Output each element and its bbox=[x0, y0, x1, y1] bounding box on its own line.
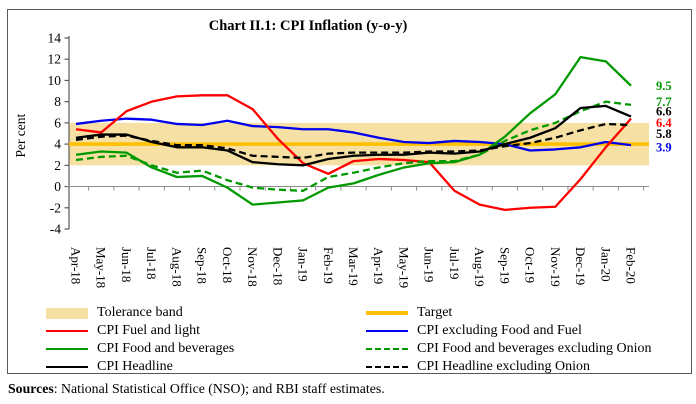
end-label-cpi-headline: 6.6 bbox=[656, 105, 672, 119]
y-tick-label: 6 bbox=[54, 115, 61, 130]
chart-figure: Chart II.1: CPI Inflation (y-o-y) -4 -2 0 2… bbox=[7, 9, 692, 374]
month-label-sep-19: Sep-19 bbox=[497, 247, 512, 284]
series-line-cpi-headline bbox=[75, 104, 632, 167]
legend-label: CPI Food and beverages bbox=[97, 341, 235, 356]
month-label-jul-18: Jul-18 bbox=[144, 247, 159, 280]
legend-item-cpi-headline-excluding-onion: CPI Headline excluding Onion bbox=[366, 358, 651, 376]
month-label-sep-18: Sep-18 bbox=[195, 247, 210, 284]
month-label-oct-19: Oct-19 bbox=[523, 247, 538, 283]
legend-label: CPI Headline bbox=[97, 359, 173, 374]
y-tick-label: 2 bbox=[54, 158, 61, 173]
y-tick-label: 10 bbox=[48, 73, 62, 88]
month-label-jan-20: Jan-20 bbox=[598, 247, 613, 282]
y-axis-label: Per cent bbox=[13, 113, 28, 157]
month-label-nov-19: Nov-19 bbox=[548, 247, 563, 287]
legend-label: Target bbox=[417, 305, 453, 320]
month-label-mar-19: Mar-19 bbox=[346, 247, 361, 286]
chart-title: Chart II.1: CPI Inflation (y-o-y) bbox=[208, 18, 408, 34]
end-label-cpi-fuel-and-light: 6.4 bbox=[656, 116, 672, 130]
end-label-cpi-headline-excluding-onion: 5.8 bbox=[656, 127, 672, 141]
sources-note: Sources: National Statistical Office (NS… bbox=[8, 381, 385, 397]
legend-swatch-dashed-icon bbox=[366, 366, 408, 368]
series-line-cpi-food-and-beverages-excluding-onion bbox=[75, 100, 632, 192]
legend-label: CPI Food and beverages excluding Onion bbox=[417, 341, 652, 356]
legend-item-cpi-headline: CPI Headline bbox=[46, 358, 234, 376]
sources-text: : National Statistical Office (NSO); and… bbox=[53, 381, 385, 396]
month-label-may-18: May-18 bbox=[94, 247, 109, 288]
month-label-jul-19: Jul-19 bbox=[447, 247, 462, 280]
legend-item-target: Target bbox=[366, 304, 651, 322]
month-label-aug-18: Aug-18 bbox=[169, 247, 184, 287]
series-line-cpi-fuel-and-light bbox=[75, 94, 632, 212]
month-label-jun-18: Jun-18 bbox=[119, 247, 134, 282]
y-tick-label: -2 bbox=[50, 200, 61, 215]
legend-item-cpi-food-and-beverages-excluding-onion: CPI Food and beverages excluding Onion bbox=[366, 340, 651, 358]
legend-label: CPI Fuel and light bbox=[97, 323, 201, 338]
month-label-apr-19: Apr-19 bbox=[371, 247, 386, 284]
y-tick-label: 4 bbox=[54, 137, 61, 152]
legend-swatch-target-icon bbox=[366, 311, 408, 315]
y-tick-label: 0 bbox=[54, 179, 61, 194]
y-tick-label: 8 bbox=[54, 94, 61, 109]
legend-label: Tolerance band bbox=[97, 305, 183, 320]
month-label-nov-18: Nov-18 bbox=[245, 247, 260, 287]
legend-item-cpi-food-and-beverages: CPI Food and beverages bbox=[46, 340, 234, 358]
sources-label: Sources bbox=[8, 381, 54, 396]
month-label-feb-19: Feb-19 bbox=[321, 247, 336, 284]
end-label-cpi-excluding-food-and-fuel: 3.9 bbox=[656, 140, 672, 154]
series-line-cpi-excluding-food-and-fuel bbox=[75, 117, 632, 152]
legend-swatch-band-icon bbox=[46, 307, 88, 319]
month-label-apr-18: Apr-18 bbox=[69, 247, 84, 284]
y-tick-label: 14 bbox=[48, 31, 62, 46]
legend-item-cpi-excluding-food-and-fuel: CPI excluding Food and Fuel bbox=[366, 322, 651, 340]
y-tick-label: -4 bbox=[50, 221, 61, 236]
month-label-feb-20: Feb-20 bbox=[623, 247, 638, 284]
legend-swatch-line-icon bbox=[46, 348, 88, 350]
legend-item-cpi-fuel-and-light: CPI Fuel and light bbox=[46, 322, 234, 340]
series-line-cpi-headline-excluding-onion bbox=[75, 122, 632, 160]
legend-label: CPI Headline excluding Onion bbox=[417, 359, 591, 374]
month-label-oct-18: Oct-18 bbox=[220, 247, 235, 283]
legend-swatch-line-icon bbox=[366, 330, 408, 332]
legend-column-left: Tolerance band CPI Fuel and light CPI Food… bbox=[46, 304, 234, 376]
end-label-cpi-food-and-beverages-excluding-onion: 7.7 bbox=[656, 95, 672, 109]
legend-swatch-line-icon bbox=[46, 330, 88, 332]
month-label-dec-18: Dec-18 bbox=[270, 247, 285, 285]
legend-label: CPI excluding Food and Fuel bbox=[417, 323, 582, 338]
series-line-cpi-food-and-beverages bbox=[75, 55, 632, 206]
month-label-aug-19: Aug-19 bbox=[472, 247, 487, 287]
month-label-may-19: May-19 bbox=[396, 247, 411, 288]
end-label-cpi-food-and-beverages: 9.5 bbox=[656, 79, 672, 93]
y-tick-label: 12 bbox=[48, 52, 62, 67]
legend-swatch-dashed-icon bbox=[366, 348, 408, 350]
month-label-jan-19: Jan-19 bbox=[296, 247, 311, 282]
legend-swatch-line-icon bbox=[46, 366, 88, 368]
legend-column-right: Target CPI excluding Food and Fuel CPI Foo… bbox=[366, 304, 651, 376]
month-label-dec-19: Dec-19 bbox=[573, 247, 588, 285]
legend-item-tolerance-band: Tolerance band bbox=[46, 304, 234, 322]
month-label-jun-19: Jun-19 bbox=[422, 247, 437, 282]
chart-plot-area: -4 -2 0 2 4 6 8 10 12 14 Per cent Apr-18 May-18 Jun-1… bbox=[13, 31, 672, 289]
